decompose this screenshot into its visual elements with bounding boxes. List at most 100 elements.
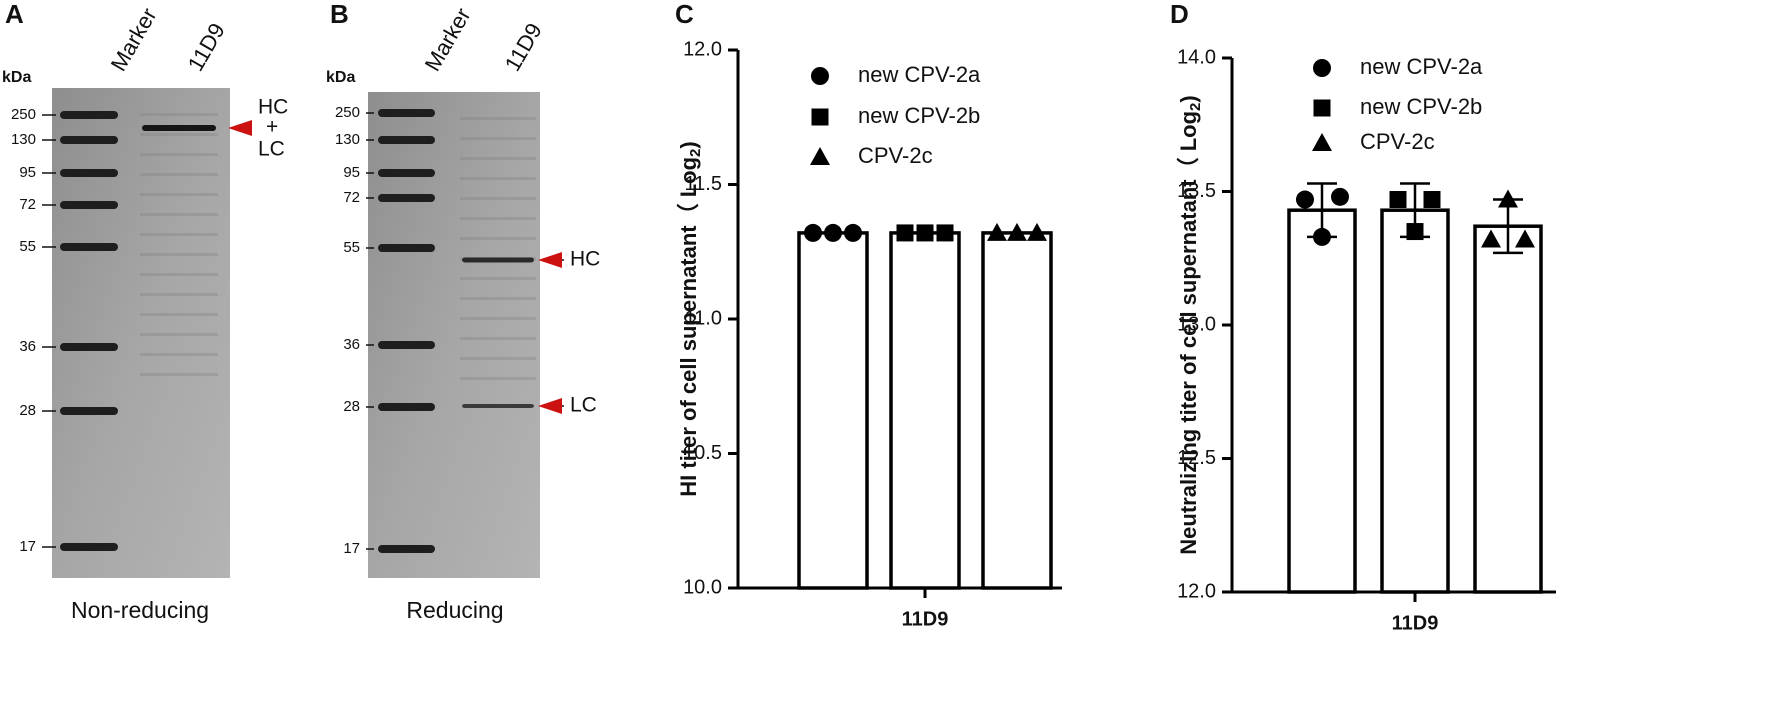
y-tick-label: 12.0	[1177, 580, 1216, 602]
band-annotation: HC	[258, 96, 288, 119]
band-annotation: HC	[570, 248, 600, 271]
marker-label: 72	[19, 196, 36, 213]
gel-smear	[140, 173, 218, 176]
x-tick-label: 11D9	[902, 608, 949, 630]
marker-label: 250	[11, 106, 36, 123]
lane-label: 11D9	[183, 19, 230, 76]
legend-label: CPV-2c	[1360, 129, 1435, 154]
marker-band	[378, 109, 435, 117]
legend-label: CPV-2c	[858, 143, 933, 168]
y-axis-title-end: )	[676, 141, 701, 148]
y-axis-title-text: Neutralizing titer of cell supernatant（ …	[1176, 111, 1201, 555]
y-axis-title-end: )	[1176, 95, 1201, 102]
data-point	[916, 224, 934, 242]
data-point	[1296, 190, 1314, 209]
gel	[368, 92, 540, 578]
legend-marker	[811, 108, 829, 126]
arrow-head	[228, 120, 252, 136]
band-annotation: LC	[258, 138, 285, 161]
arrow-head	[538, 252, 562, 268]
marker-label: 250	[335, 104, 360, 121]
marker-band	[378, 136, 435, 144]
sample-band	[462, 404, 534, 408]
data-point	[987, 222, 1007, 241]
band-annotation: +	[266, 116, 278, 139]
gel-caption: Non-reducing	[71, 597, 209, 623]
marker-label: 72	[343, 189, 360, 206]
gel-smear	[140, 373, 218, 376]
legend-marker	[1313, 99, 1331, 117]
marker-label: 95	[343, 164, 360, 181]
bar	[797, 231, 869, 590]
marker-band	[378, 545, 435, 553]
marker-label: 36	[343, 336, 360, 353]
legend-label: new CPV-2b	[858, 103, 980, 128]
lane-label: Marker	[106, 4, 162, 76]
gel-smear	[460, 357, 536, 360]
marker-label: 17	[343, 540, 360, 557]
legend-marker	[811, 67, 829, 85]
y-tick-label: 10.5	[683, 442, 722, 464]
data-point	[1481, 229, 1501, 248]
legend-marker	[1312, 133, 1332, 151]
bar	[1473, 224, 1543, 594]
unit-label: kDa	[2, 69, 31, 86]
legend-label: new CPV-2a	[1360, 54, 1483, 79]
y-axis-title: HI titer of cell supernatant（ Log2)	[676, 141, 704, 496]
data-point	[804, 223, 822, 242]
y-tick-label: 13.0	[1177, 313, 1216, 335]
data-point	[1406, 223, 1424, 241]
gel-caption: Reducing	[406, 597, 503, 623]
gel-smear	[460, 117, 536, 120]
bar	[1380, 208, 1450, 594]
gel-smear	[460, 337, 536, 340]
y-axis-title: Neutralizing titer of cell supernatant（ …	[1176, 95, 1204, 554]
y-axis-title-sub: 2	[687, 149, 704, 157]
gel-smear	[460, 137, 536, 140]
data-point	[1423, 191, 1441, 209]
bar	[889, 231, 961, 590]
legend-label: new CPV-2a	[858, 62, 981, 87]
data-point	[896, 224, 914, 242]
data-point	[1515, 229, 1535, 248]
gel-smear	[460, 157, 536, 160]
bar	[1287, 208, 1357, 594]
marker-band	[378, 403, 435, 411]
marker-band	[60, 169, 118, 177]
y-axis-title-sub: 2	[1187, 103, 1204, 111]
gel-smear	[140, 273, 218, 276]
legend-marker	[1313, 59, 1331, 77]
panel-label: C	[675, 0, 694, 29]
data-point	[1027, 222, 1047, 241]
marker-band	[378, 194, 435, 202]
gel-smear	[460, 317, 536, 320]
marker-band	[60, 201, 118, 209]
marker-label: 28	[343, 398, 360, 415]
arrow-head	[538, 398, 562, 414]
y-tick-label: 11.0	[685, 307, 722, 329]
marker-label: 17	[19, 538, 36, 555]
data-point	[1331, 187, 1349, 206]
y-tick-label: 12.5	[1177, 447, 1216, 469]
bar	[981, 231, 1053, 590]
marker-band	[60, 343, 118, 351]
gel-smear	[140, 293, 218, 296]
y-tick-label: 10.0	[683, 576, 722, 598]
data-point	[1007, 222, 1027, 241]
y-axis-title-text: HI titer of cell supernatant（ Log	[676, 157, 701, 497]
marker-band	[60, 111, 118, 119]
marker-label: 130	[335, 131, 360, 148]
gel-smear	[140, 233, 218, 236]
gel-smear	[140, 253, 218, 256]
gel-smear	[460, 217, 536, 220]
lane-label: 11D9	[500, 19, 547, 76]
band-annotation: LC	[570, 394, 597, 417]
marker-band	[60, 407, 118, 415]
marker-band	[60, 136, 118, 144]
marker-band	[378, 341, 435, 349]
sample-band	[142, 125, 216, 131]
data-point	[824, 223, 842, 242]
gel-smear	[140, 193, 218, 196]
gel-smear	[140, 153, 218, 156]
